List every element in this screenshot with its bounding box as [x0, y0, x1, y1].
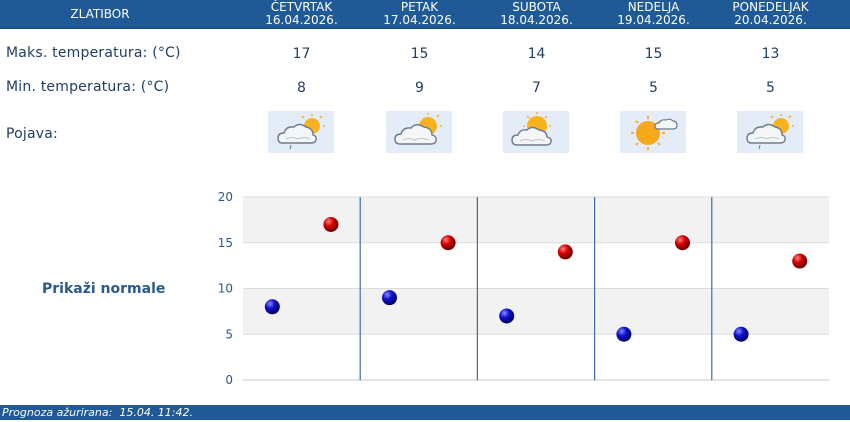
min-temp-day-4: 5: [649, 80, 658, 96]
max-temp-day-2: 15: [410, 46, 429, 62]
y-tick-label: 20: [218, 190, 233, 204]
min-temp-point[interactable]: [264, 299, 280, 315]
max-temp-point[interactable]: [675, 235, 690, 251]
max-temp-day-3: 14: [527, 46, 546, 62]
y-tick-label: 5: [225, 327, 233, 341]
day-header-3: SUBOTA 18.04.2026.: [478, 1, 595, 29]
location-name: ZLATIBOR: [70, 7, 130, 21]
min-temp-point[interactable]: [733, 326, 749, 342]
max-temp-day-4: 15: [644, 46, 663, 62]
footer-bar: Prognoza ažurirana: 15.04. 11:42.: [0, 405, 850, 420]
min-temperature-label: Min. temperatura: (°C): [6, 79, 170, 95]
max-temp-day-1: 17: [292, 46, 311, 62]
update-label: Prognoza ažurirana:: [2, 406, 113, 419]
day-header-5: PONEDELJAK 20.04.2026.: [712, 1, 829, 29]
update-info: Prognoza ažurirana: 15.04. 11:42.: [2, 405, 193, 420]
day-name: NEDELJA: [627, 0, 680, 14]
update-value: 15.04. 11:42.: [119, 406, 194, 419]
day-date: 20.04.2026.: [734, 12, 807, 27]
header-bar: ZLATIBOR ČETVRTAK 16.04.2026. PETAK 17.0…: [0, 0, 850, 29]
max-temp-day-5: 13: [761, 46, 780, 62]
max-temp-point[interactable]: [792, 253, 808, 269]
min-temp-point[interactable]: [382, 290, 397, 306]
min-temp-day-1: 8: [297, 80, 306, 96]
day-header-1: ČETVRTAK 16.04.2026.: [243, 1, 360, 29]
show-normals-link[interactable]: Prikaži normale: [42, 281, 166, 297]
day-name: PONEDELJAK: [732, 0, 809, 14]
y-tick-label: 0: [225, 373, 233, 387]
min-temp-day-2: 9: [415, 80, 424, 96]
max-temp-point[interactable]: [557, 244, 573, 260]
day-date: 19.04.2026.: [617, 12, 690, 27]
min-temp-day-5: 5: [766, 80, 775, 96]
day-name: ČETVRTAK: [270, 0, 333, 14]
sun-cloud-drizzle-icon: [268, 111, 334, 153]
max-temperature-label: Maks. temperatura: (°C): [6, 45, 181, 61]
day-date: 17.04.2026.: [383, 12, 456, 27]
day-header-4: NEDELJA 19.04.2026.: [595, 1, 712, 29]
grid-band: [243, 197, 829, 243]
temperature-chart: 0 5 10 15 20: [218, 190, 829, 387]
sun-cloud-icon: [386, 111, 452, 153]
sun-small-cloud-icon: [620, 111, 686, 153]
sun-cloud-drizzle-icon: [737, 111, 803, 153]
min-temp-day-3: 7: [532, 80, 541, 96]
y-tick-label: 10: [218, 282, 233, 296]
day-name: SUBOTA: [512, 0, 561, 14]
max-temp-point[interactable]: [440, 235, 456, 251]
day-header-2: PETAK 17.04.2026.: [361, 1, 478, 29]
min-temp-point[interactable]: [499, 308, 515, 324]
sun-cloud-icon: [503, 111, 569, 153]
min-temp-point[interactable]: [616, 326, 632, 342]
y-tick-label: 15: [218, 236, 233, 250]
day-name: PETAK: [400, 0, 439, 14]
day-date: 16.04.2026.: [265, 12, 338, 27]
grid-band: [243, 288, 829, 335]
day-date: 18.04.2026.: [500, 12, 573, 27]
phenomenon-label: Pojava:: [6, 126, 58, 142]
max-temp-point[interactable]: [323, 216, 339, 232]
